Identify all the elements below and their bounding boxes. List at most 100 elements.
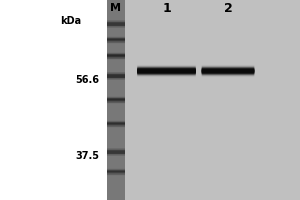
Bar <box>106 152 124 154</box>
Bar <box>106 150 124 152</box>
Bar <box>106 150 124 151</box>
FancyBboxPatch shape <box>202 68 254 70</box>
Bar <box>106 154 124 156</box>
FancyBboxPatch shape <box>137 66 196 68</box>
Bar <box>106 72 124 74</box>
Bar <box>106 168 124 169</box>
Bar <box>106 98 124 100</box>
FancyBboxPatch shape <box>137 68 196 69</box>
FancyBboxPatch shape <box>137 66 196 68</box>
Bar <box>106 57 124 58</box>
Bar <box>106 151 124 152</box>
FancyBboxPatch shape <box>202 69 254 71</box>
Bar <box>106 42 124 44</box>
Bar <box>106 123 124 125</box>
FancyBboxPatch shape <box>202 73 254 74</box>
Bar <box>106 42 124 43</box>
Bar <box>106 102 124 103</box>
Bar <box>106 55 124 57</box>
Bar <box>106 77 124 78</box>
Bar <box>106 58 124 60</box>
FancyBboxPatch shape <box>202 71 254 73</box>
Bar <box>106 76 124 77</box>
Bar <box>106 169 124 171</box>
Bar <box>106 36 124 37</box>
Bar <box>106 37 124 39</box>
Bar <box>106 126 124 128</box>
FancyBboxPatch shape <box>202 74 254 76</box>
FancyBboxPatch shape <box>202 69 254 71</box>
Bar <box>106 22 124 23</box>
Bar <box>106 99 124 101</box>
FancyBboxPatch shape <box>137 69 196 71</box>
Bar <box>106 54 124 56</box>
FancyBboxPatch shape <box>137 72 196 74</box>
Bar <box>106 57 124 59</box>
FancyBboxPatch shape <box>202 67 254 69</box>
FancyBboxPatch shape <box>137 73 196 75</box>
Bar <box>106 75 124 76</box>
Bar <box>106 121 124 123</box>
FancyBboxPatch shape <box>202 68 254 69</box>
Bar <box>106 174 124 175</box>
FancyBboxPatch shape <box>202 74 254 76</box>
Bar <box>106 120 124 121</box>
FancyBboxPatch shape <box>202 66 254 68</box>
Bar <box>106 100 124 101</box>
Bar <box>106 101 124 103</box>
Bar <box>106 41 124 43</box>
Bar <box>106 102 124 104</box>
Bar <box>106 25 124 26</box>
Bar <box>106 153 124 154</box>
Bar <box>106 149 124 150</box>
FancyBboxPatch shape <box>137 74 196 76</box>
FancyBboxPatch shape <box>137 72 196 74</box>
Bar <box>106 122 124 124</box>
Bar <box>106 148 124 149</box>
Bar <box>106 125 124 126</box>
Bar <box>106 76 124 78</box>
Bar <box>106 152 124 153</box>
FancyBboxPatch shape <box>137 73 196 75</box>
Bar <box>106 121 124 122</box>
Bar <box>106 123 124 124</box>
Bar <box>106 26 124 28</box>
Text: 56.6: 56.6 <box>75 75 99 85</box>
Bar <box>106 173 124 175</box>
Bar <box>106 53 124 55</box>
Bar <box>106 124 124 125</box>
FancyBboxPatch shape <box>137 71 196 73</box>
Bar <box>106 38 124 39</box>
FancyBboxPatch shape <box>202 69 254 71</box>
Text: M: M <box>110 3 121 13</box>
Bar <box>106 54 124 55</box>
Bar <box>106 53 124 54</box>
Bar <box>106 101 124 102</box>
FancyBboxPatch shape <box>202 66 254 68</box>
Bar <box>0 0 106 200</box>
Bar <box>106 74 124 75</box>
Bar <box>106 20 124 21</box>
Bar <box>106 0 300 200</box>
Bar <box>106 20 124 22</box>
Bar <box>106 56 124 57</box>
Text: 37.5: 37.5 <box>75 151 99 161</box>
Bar <box>106 170 124 172</box>
Bar <box>106 22 124 24</box>
Bar <box>106 39 124 40</box>
FancyBboxPatch shape <box>202 71 254 73</box>
Bar <box>106 73 124 74</box>
Bar <box>106 174 124 176</box>
Bar <box>106 37 124 38</box>
Bar <box>106 58 124 59</box>
Bar <box>106 96 124 97</box>
FancyBboxPatch shape <box>137 69 196 71</box>
Bar <box>106 125 124 127</box>
FancyBboxPatch shape <box>137 68 196 70</box>
Bar <box>106 24 124 25</box>
Bar <box>106 172 124 173</box>
Bar <box>106 153 124 155</box>
Bar <box>106 72 124 73</box>
Bar <box>106 38 124 40</box>
Bar <box>106 23 124 24</box>
